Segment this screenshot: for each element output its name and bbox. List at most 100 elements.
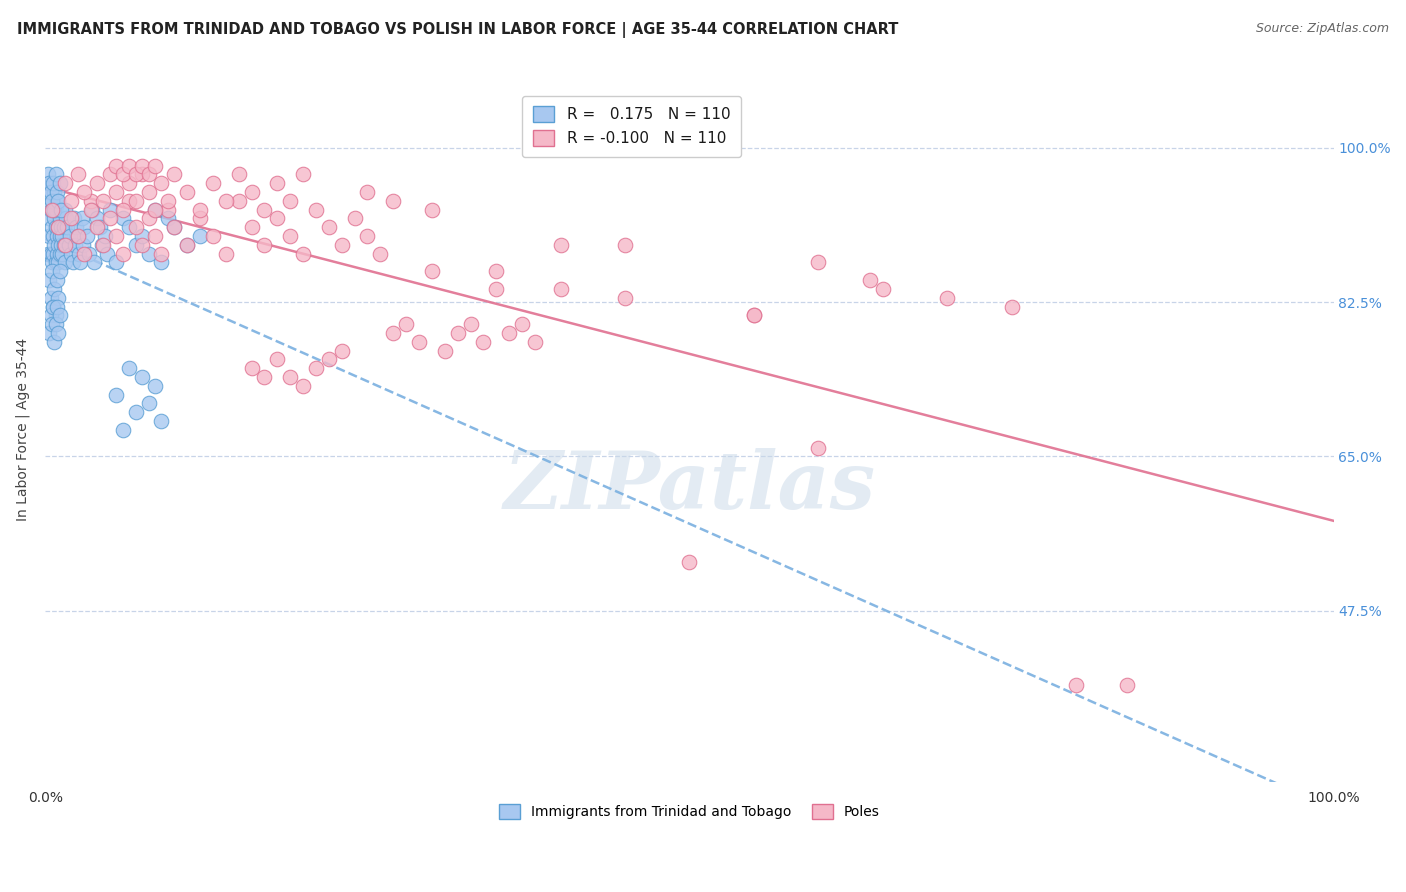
Point: [46, 246, 69, 260]
Point: [66, 167, 89, 181]
Point: [105, 255, 128, 269]
Point: [79, 202, 101, 217]
Point: [253, 202, 276, 217]
Point: [143, 202, 166, 217]
Point: [38, 176, 60, 190]
Point: [37, 185, 59, 199]
Point: [138, 185, 160, 199]
Point: [278, 229, 301, 244]
Point: [76, 229, 98, 244]
Point: [131, 238, 153, 252]
Point: [118, 220, 141, 235]
Point: [118, 194, 141, 208]
Point: [356, 229, 378, 244]
Point: [150, 255, 173, 269]
Point: [41, 220, 63, 235]
Point: [124, 220, 146, 235]
Point: [278, 194, 301, 208]
Point: [156, 211, 179, 226]
Point: [96, 246, 118, 260]
Point: [807, 255, 830, 269]
Point: [60, 246, 83, 260]
Y-axis label: In Labor Force | Age 35-44: In Labor Force | Age 35-44: [15, 338, 30, 522]
Point: [73, 246, 96, 260]
Point: [98, 167, 121, 181]
Point: [111, 246, 134, 260]
Point: [42, 300, 65, 314]
Point: [523, 334, 546, 349]
Point: [37, 246, 59, 260]
Point: [46, 194, 69, 208]
Point: [343, 211, 366, 226]
Point: [408, 334, 430, 349]
Point: [39, 309, 62, 323]
Point: [188, 211, 211, 226]
Point: [143, 379, 166, 393]
Point: [156, 194, 179, 208]
Point: [44, 211, 66, 226]
Point: [240, 220, 263, 235]
Point: [111, 167, 134, 181]
Point: [485, 264, 508, 278]
Point: [42, 300, 65, 314]
Point: [86, 220, 108, 235]
Point: [105, 229, 128, 244]
Point: [105, 387, 128, 401]
Point: [138, 167, 160, 181]
Point: [292, 167, 315, 181]
Point: [253, 370, 276, 384]
Point: [38, 229, 60, 244]
Point: [45, 317, 67, 331]
Point: [39, 291, 62, 305]
Point: [1064, 678, 1087, 692]
Point: [53, 238, 76, 252]
Point: [1116, 678, 1139, 692]
Point: [39, 246, 62, 260]
Point: [446, 326, 468, 340]
Point: [118, 176, 141, 190]
Point: [356, 185, 378, 199]
Point: [65, 220, 87, 235]
Point: [63, 238, 86, 252]
Point: [318, 220, 340, 235]
Point: [138, 396, 160, 410]
Point: [86, 176, 108, 190]
Point: [45, 255, 67, 269]
Point: [228, 167, 250, 181]
Point: [48, 220, 70, 235]
Point: [45, 220, 67, 235]
Point: [44, 238, 66, 252]
Point: [188, 202, 211, 217]
Point: [614, 291, 637, 305]
Point: [124, 405, 146, 419]
Point: [62, 211, 84, 226]
Point: [48, 220, 70, 235]
Point: [215, 246, 238, 260]
Point: [44, 282, 66, 296]
Point: [550, 238, 572, 252]
Point: [60, 194, 83, 208]
Point: [420, 264, 443, 278]
Point: [330, 238, 353, 252]
Point: [48, 176, 70, 190]
Point: [70, 211, 93, 226]
Point: [45, 202, 67, 217]
Point: [176, 238, 198, 252]
Point: [138, 211, 160, 226]
Point: [58, 238, 80, 252]
Point: [46, 185, 69, 199]
Point: [48, 309, 70, 323]
Point: [42, 202, 65, 217]
Point: [52, 238, 75, 252]
Point: [62, 255, 84, 269]
Point: [67, 246, 90, 260]
Point: [550, 282, 572, 296]
Point: [150, 176, 173, 190]
Point: [485, 282, 508, 296]
Point: [41, 194, 63, 208]
Point: [143, 159, 166, 173]
Point: [41, 194, 63, 208]
Point: [201, 176, 224, 190]
Point: [93, 238, 115, 252]
Point: [420, 202, 443, 217]
